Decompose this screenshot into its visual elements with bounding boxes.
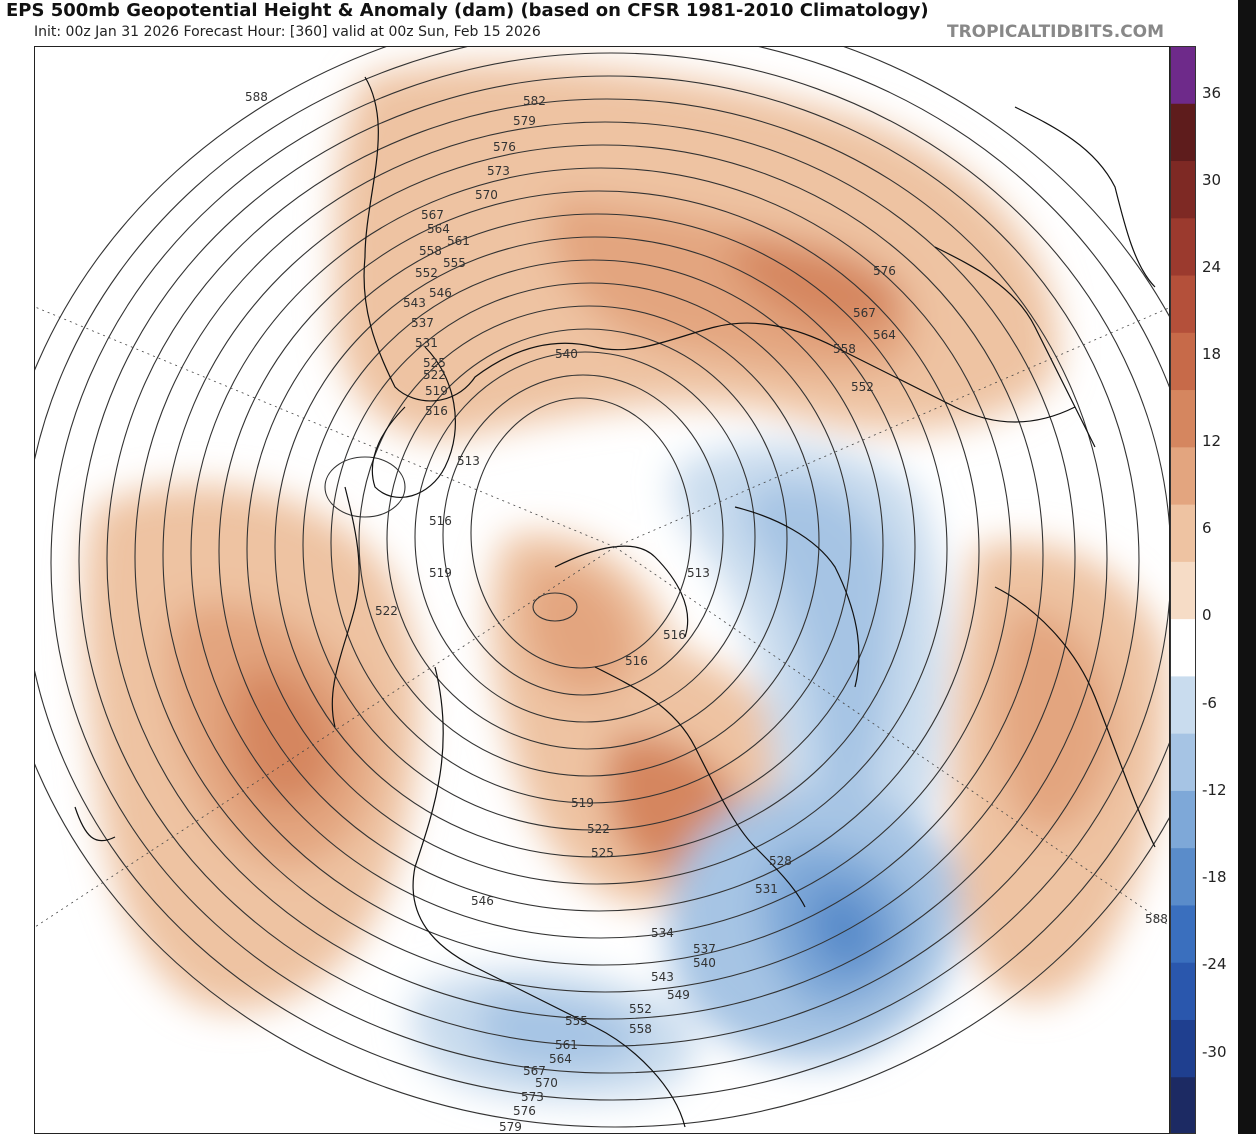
colorbar-tick-label: -30 xyxy=(1202,1043,1227,1061)
colorbar-tick-label: 30 xyxy=(1202,171,1222,189)
contour-label: 564 xyxy=(427,222,450,236)
contour-label: 528 xyxy=(769,854,792,868)
contour-label: 543 xyxy=(403,296,426,310)
contour-label: 543 xyxy=(651,970,674,984)
contour-label: 576 xyxy=(873,264,896,278)
contour-label: 561 xyxy=(555,1038,578,1052)
contour-label: 552 xyxy=(415,266,438,280)
coastlines xyxy=(74,76,1156,1128)
colorbar-segment xyxy=(1170,1076,1196,1134)
contour-label: 540 xyxy=(555,347,578,361)
contour-label: 516 xyxy=(625,654,648,668)
colorbar-segment xyxy=(1170,46,1196,104)
colorbar-tick-label: 18 xyxy=(1202,345,1222,363)
contour-label: 558 xyxy=(419,244,442,258)
chart-title: EPS 500mb Geopotential Height & Anomaly … xyxy=(6,0,929,21)
contour-label: 531 xyxy=(415,336,438,350)
colorbar-tick-label: -24 xyxy=(1202,955,1227,973)
contour-label: 519 xyxy=(429,566,452,580)
contour-label: 555 xyxy=(565,1014,588,1028)
contour-label: 534 xyxy=(651,926,674,940)
site-brand: TROPICALTIDBITS.COM xyxy=(947,22,1165,42)
contour-label: 558 xyxy=(629,1022,652,1036)
contour-label: 549 xyxy=(667,988,690,1002)
contour-label: 573 xyxy=(521,1090,544,1104)
contour-label: 546 xyxy=(429,286,452,300)
lat-lon-grid xyxy=(35,306,1169,928)
colorbar-segment xyxy=(1170,332,1196,391)
chart-subtitle: Init: 00z Jan 31 2026 Forecast Hour: [36… xyxy=(34,24,541,40)
window-edge xyxy=(1238,0,1256,1134)
colorbar-segment xyxy=(1170,962,1196,1020)
contour-label: 516 xyxy=(663,628,686,642)
contour-label: 558 xyxy=(833,342,856,356)
contour-label: 567 xyxy=(421,208,444,222)
contour-label: 573 xyxy=(487,164,510,178)
contour-label: 567 xyxy=(523,1064,546,1078)
contour-label: 537 xyxy=(693,942,716,956)
contour-label: 540 xyxy=(693,956,716,970)
colorbar-segment xyxy=(1170,1019,1196,1078)
colorbar-tick-label: 6 xyxy=(1202,519,1212,537)
colorbar-segment xyxy=(1170,904,1196,963)
colorbar-segment xyxy=(1170,847,1196,906)
map-panel: 588 582 579 576 573 570 567 564 561 558 … xyxy=(34,46,1170,1134)
colorbar-segment xyxy=(1170,675,1196,734)
contour-label: 576 xyxy=(493,140,516,154)
colorbar-segment xyxy=(1170,103,1196,162)
colorbar-segment xyxy=(1170,618,1196,677)
height-contours xyxy=(35,47,1169,1128)
contour-label: 582 xyxy=(523,94,546,108)
colorbar-tick-label: 0 xyxy=(1202,606,1212,624)
contour-label: 513 xyxy=(457,454,480,468)
contour-label: 552 xyxy=(851,380,874,394)
contour-label: 522 xyxy=(375,604,398,618)
colorbar-tick-label: -12 xyxy=(1202,781,1227,799)
colorbar xyxy=(1170,46,1196,1134)
contour-label: 570 xyxy=(535,1076,558,1090)
contour-label: 546 xyxy=(471,894,494,908)
map-svg: 588 582 579 576 573 570 567 564 561 558 … xyxy=(35,47,1169,1134)
contour-label: 588 xyxy=(245,90,268,104)
contour-label: 561 xyxy=(447,234,470,248)
colorbar-segment xyxy=(1170,561,1196,620)
contour-label: 522 xyxy=(423,368,446,382)
anomaly-shading xyxy=(83,62,1168,1101)
contour-label: 525 xyxy=(423,356,446,370)
colorbar-segment xyxy=(1170,275,1196,333)
colorbar-segment xyxy=(1170,160,1196,219)
contour-label: 576 xyxy=(513,1104,536,1118)
colorbar-tick-label: -6 xyxy=(1202,694,1217,712)
colorbar-segment xyxy=(1170,389,1196,448)
contour-label: 588 xyxy=(1145,912,1168,926)
contour-label: 570 xyxy=(475,188,498,202)
contour-label: 564 xyxy=(549,1052,572,1066)
contour-label: 567 xyxy=(853,306,876,320)
contour-label: 519 xyxy=(425,384,448,398)
colorbar-segment xyxy=(1170,504,1196,562)
contour-label: 513 xyxy=(687,566,710,580)
contour-label: 579 xyxy=(499,1120,522,1134)
colorbar-segment xyxy=(1170,790,1196,849)
colorbar-segment xyxy=(1170,217,1196,276)
contour-label: 564 xyxy=(873,328,896,342)
contour-label: 516 xyxy=(425,404,448,418)
contour-label: 519 xyxy=(571,796,594,810)
colorbar-tick-label: 24 xyxy=(1202,258,1222,276)
colorbar-segment xyxy=(1170,446,1196,505)
contour-label: 555 xyxy=(443,256,466,270)
contour-label: 531 xyxy=(755,882,778,896)
contour-label: 516 xyxy=(429,514,452,528)
colorbar-tick-label: -18 xyxy=(1202,868,1227,886)
colorbar-tick-label: 36 xyxy=(1202,84,1222,102)
contour-label: 522 xyxy=(587,822,610,836)
contour-label: 525 xyxy=(591,846,614,860)
contour-label: 537 xyxy=(411,316,434,330)
contour-label-group: 588 582 579 576 573 570 567 564 561 558 … xyxy=(245,90,1168,1134)
contour-label: 552 xyxy=(629,1002,652,1016)
contour-label: 579 xyxy=(513,114,536,128)
colorbar-segment xyxy=(1170,733,1196,791)
colorbar-tick-label: 12 xyxy=(1202,432,1222,450)
